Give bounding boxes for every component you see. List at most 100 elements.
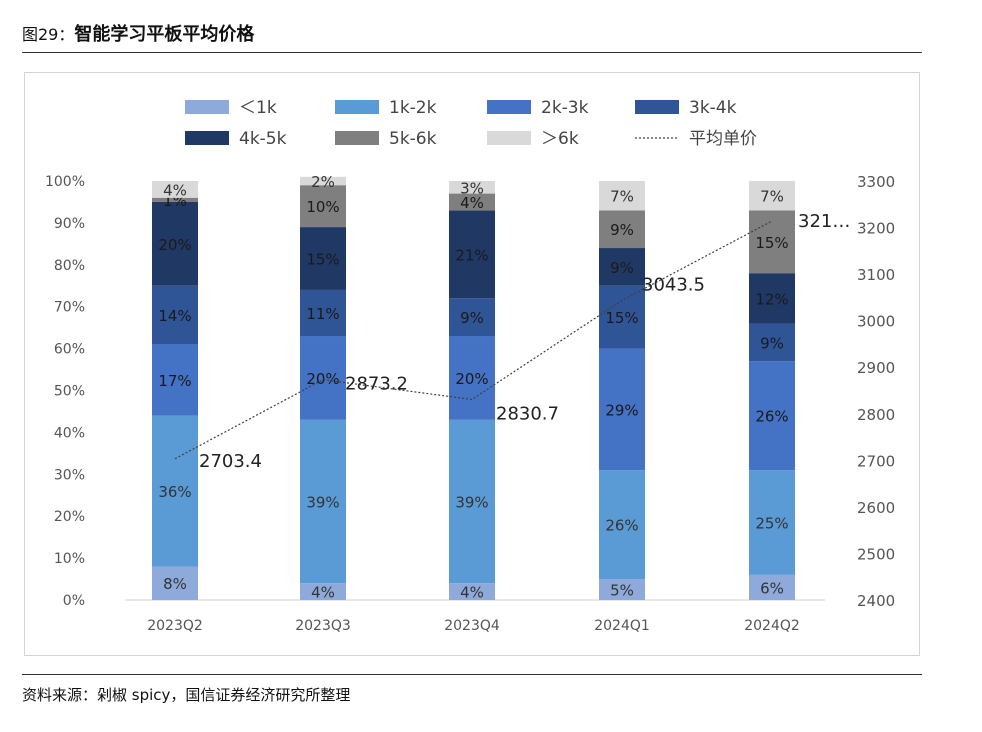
y-right-tick-label: 3100 xyxy=(857,266,895,284)
legend-swatch-＜1k xyxy=(185,100,229,114)
x-tick-label: 2023Q3 xyxy=(295,618,351,634)
data-label: 36% xyxy=(158,483,191,501)
bar-segment-2023Q4-3k-4k xyxy=(449,298,495,337)
data-label: 15% xyxy=(306,251,339,269)
data-label: 21% xyxy=(455,246,488,264)
y-left-tick-label: 90% xyxy=(54,216,85,232)
data-label: 2% xyxy=(311,173,335,191)
data-label: 4% xyxy=(460,194,484,212)
bar-segment-2024Q1-5k-6k xyxy=(599,210,645,249)
legend-label: 4k-5k xyxy=(239,129,287,149)
data-label: 5% xyxy=(610,582,634,600)
bar-segment-2024Q1-＞6k xyxy=(599,181,645,211)
bar-segment-2024Q1-4k-5k xyxy=(599,248,645,286)
bar-segment-2023Q2-1k-2k xyxy=(152,415,198,567)
data-label: 11% xyxy=(306,305,339,323)
figure-title-text: 智能学习平板平均价格 xyxy=(74,24,255,45)
data-label: 20% xyxy=(306,370,339,388)
y-right-tick-label: 3000 xyxy=(857,313,895,331)
y-right-tick-label: 2500 xyxy=(857,545,895,563)
bar-segment-2023Q2-5k-6k xyxy=(152,197,198,202)
legend-swatch-3k-4k xyxy=(635,100,679,114)
y-right-tick-label: 2400 xyxy=(857,592,895,610)
data-label: 4% xyxy=(311,584,335,602)
data-label: 17% xyxy=(158,372,191,390)
bar-segment-2024Q1-2k-3k xyxy=(599,348,645,471)
y-left-tick-label: 20% xyxy=(54,509,85,525)
bar-segment-2023Q4-2k-3k xyxy=(449,336,495,420)
bar-segment-2023Q4-＜1k xyxy=(449,583,495,600)
bar-segment-2023Q3-2k-3k xyxy=(300,336,346,420)
legend-swatch-2k-3k xyxy=(487,100,531,114)
bar-segment-2023Q2-＜1k xyxy=(152,566,198,600)
legend-label: 2k-3k xyxy=(541,98,589,118)
data-label: 9% xyxy=(610,259,634,277)
data-label: 20% xyxy=(158,236,191,254)
y-right-tick-label: 2700 xyxy=(857,452,895,470)
source-rule xyxy=(22,674,922,675)
legend-label: 平均单价 xyxy=(689,129,757,149)
data-label: 39% xyxy=(306,494,339,512)
legend-label: ＞6k xyxy=(541,129,579,149)
bar-segment-2023Q3-＞6k xyxy=(300,176,346,186)
y-left-tick-label: 0% xyxy=(63,593,85,609)
bar-segment-2024Q2-5k-6k xyxy=(749,210,795,274)
x-tick-label: 2024Q1 xyxy=(594,618,650,634)
line-data-label: 2873.2 xyxy=(345,374,408,395)
line-data-label: 3043.5 xyxy=(642,274,705,295)
legend-label: ＜1k xyxy=(239,98,277,118)
data-label: 7% xyxy=(610,188,634,206)
data-label: 9% xyxy=(460,309,484,327)
y-left-tick-label: 60% xyxy=(54,342,85,358)
y-left-tick-label: 10% xyxy=(54,551,85,567)
data-label: 26% xyxy=(605,517,638,535)
legend-swatch-＞6k xyxy=(487,131,531,145)
y-left-tick-label: 100% xyxy=(45,174,85,190)
data-label: 39% xyxy=(455,494,488,512)
bar-segment-2023Q3-＜1k xyxy=(300,583,346,600)
y-right-tick-label: 2900 xyxy=(857,359,895,377)
bar-segment-2023Q4-＞6k xyxy=(449,181,495,194)
y-left-tick-label: 80% xyxy=(54,258,85,274)
data-label: 4% xyxy=(460,584,484,602)
x-tick-label: 2023Q4 xyxy=(444,618,500,634)
bar-segment-2023Q3-4k-5k xyxy=(300,227,346,290)
bar-segment-2023Q2-3k-4k xyxy=(152,285,198,345)
data-label: 14% xyxy=(158,307,191,325)
legend-swatch-5k-6k xyxy=(335,131,379,145)
y-right-tick-label: 2600 xyxy=(857,499,895,517)
bar-segment-2023Q2-4k-5k xyxy=(152,201,198,286)
data-label: 25% xyxy=(755,514,788,532)
bar-segment-2024Q2-＞6k xyxy=(749,181,795,211)
legend-label: 3k-4k xyxy=(689,98,737,118)
bar-segment-2024Q2-4k-5k xyxy=(749,273,795,324)
bar-segment-2024Q1-3k-4k xyxy=(599,285,645,349)
bar-segment-2023Q2-2k-3k xyxy=(152,344,198,416)
line-data-label: 321… xyxy=(798,211,850,232)
data-label: 3% xyxy=(460,179,484,197)
data-label: 9% xyxy=(610,221,634,239)
figure-title: 图29：智能学习平板平均价格 xyxy=(22,20,254,46)
data-label: 7% xyxy=(760,188,784,206)
data-label: 15% xyxy=(755,234,788,252)
data-label: 29% xyxy=(605,401,638,419)
y-left-tick-label: 40% xyxy=(54,425,85,441)
y-left-tick-label: 30% xyxy=(54,467,85,483)
bar-segment-2024Q2-＜1k xyxy=(749,574,795,600)
y-left-tick-label: 70% xyxy=(54,300,85,316)
bar-segment-2023Q4-1k-2k xyxy=(449,419,495,584)
bar-segment-2023Q3-3k-4k xyxy=(300,289,346,337)
y-right-tick-label: 3300 xyxy=(857,173,895,191)
x-tick-label: 2023Q2 xyxy=(147,618,203,634)
y-right-tick-label: 2800 xyxy=(857,406,895,424)
bar-segment-2023Q2-＞6k xyxy=(152,181,198,198)
bar-segment-2023Q4-5k-6k xyxy=(449,193,495,211)
data-label: 26% xyxy=(755,408,788,426)
title-rule xyxy=(22,52,922,53)
bar-segment-2024Q1-1k-2k xyxy=(599,470,645,580)
line-data-label: 2830.7 xyxy=(496,403,559,424)
bar-segment-2023Q3-5k-6k xyxy=(300,185,346,228)
legend-swatch-4k-5k xyxy=(185,131,229,145)
bar-segment-2024Q2-3k-4k xyxy=(749,323,795,362)
y-right-tick-label: 3200 xyxy=(857,220,895,238)
